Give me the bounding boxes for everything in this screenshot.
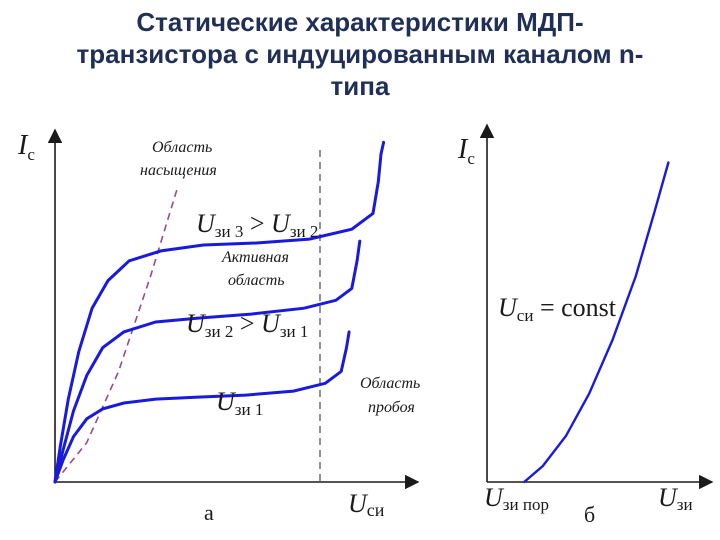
saturation-region-label-2: насыщения	[140, 162, 217, 179]
curve2-label: Uзи 2 > Uзи 1	[186, 309, 308, 341]
chart-a: Ic Uси а Область насыщения Uзи 3 > Uзи 2…	[17, 128, 420, 525]
threshold-voltage-label: Uзи пор	[484, 483, 549, 514]
title-line-1: Статические характеристики МДП-	[136, 7, 584, 37]
title-line-2: транзистора с индуцированным каналом n-	[76, 39, 644, 69]
chart-a-ylabel: Ic	[17, 130, 35, 164]
curve-ugs1	[53, 330, 351, 484]
active-region-label-1: Активная	[221, 249, 289, 266]
transfer-curve	[523, 161, 670, 484]
chart-b-ylabel: Ic	[457, 134, 475, 168]
chart-b-xlabel: Uзи	[658, 483, 693, 514]
chart-a-panel-label: а	[204, 500, 214, 525]
chart-b-panel-label: б	[584, 502, 595, 527]
chart-b: Ic Uси = const Uзи пор Uзи б	[457, 123, 714, 527]
curve3-label: Uзи 3 > Uзи 2	[196, 209, 318, 241]
saturation-boundary-dashed	[54, 189, 178, 483]
curve-ugs2	[53, 239, 362, 484]
curve-ugs3	[53, 140, 386, 484]
saturation-region-label-1: Область	[152, 139, 212, 156]
breakdown-region-label-1: Область	[360, 375, 420, 392]
chart-a-xlabel: Uси	[348, 489, 385, 520]
page-title: Статические характеристики МДП- транзист…	[0, 6, 720, 102]
condition-label: Uси = const	[498, 293, 617, 325]
active-region-label-2: область	[228, 272, 285, 289]
curve1-label: Uзи 1	[216, 387, 263, 419]
breakdown-region-label-2: пробоя	[368, 399, 415, 416]
title-line-3: типа	[330, 71, 390, 101]
